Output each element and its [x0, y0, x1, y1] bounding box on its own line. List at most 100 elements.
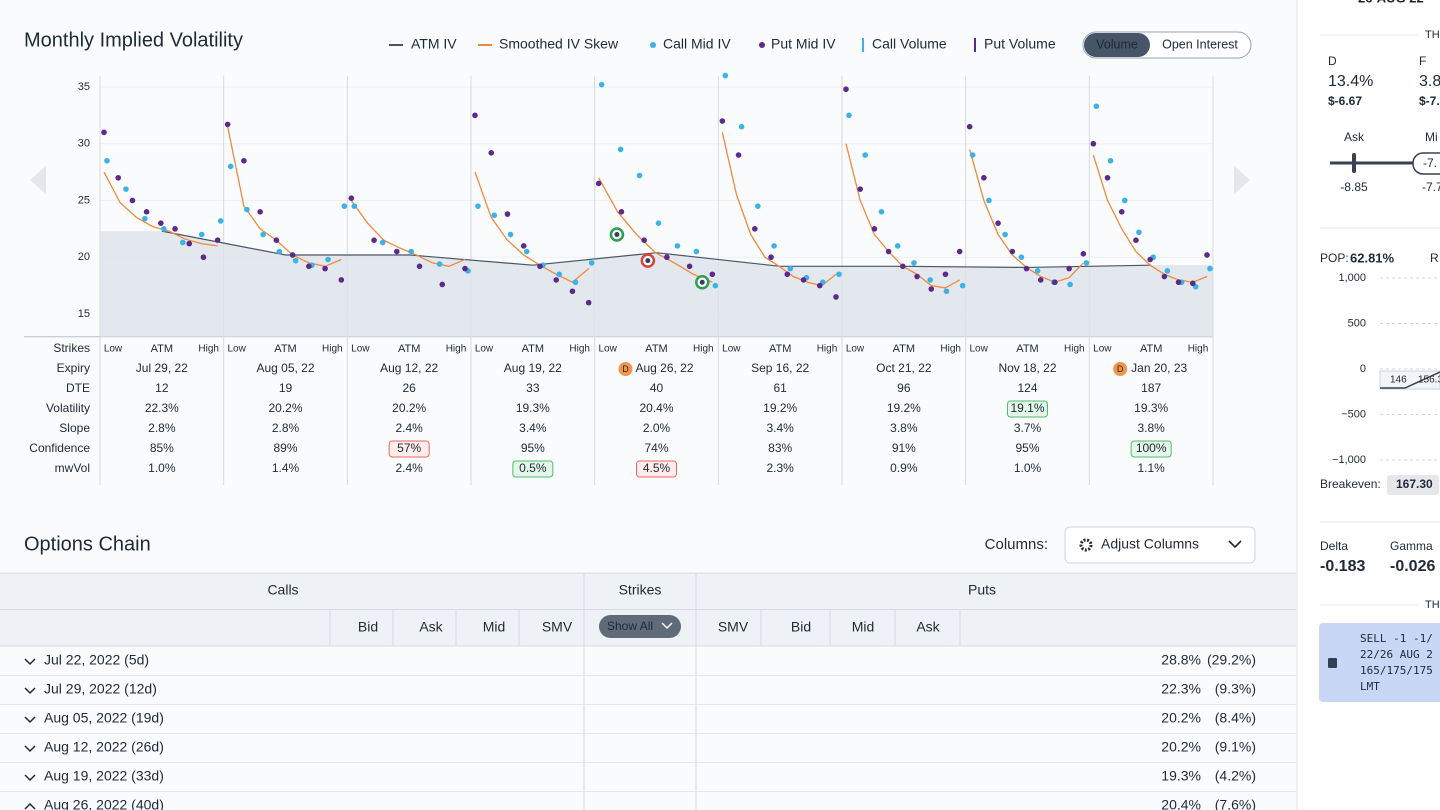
- put-iv-dot: [394, 248, 400, 255]
- call-iv-dot: [1093, 103, 1100, 110]
- put-iv-dot: [537, 263, 543, 270]
- put-iv-dot: [1133, 237, 1139, 244]
- call-iv-dot: [693, 248, 700, 255]
- call-iv-dot: [1107, 157, 1114, 164]
- call-iv-dot: [123, 186, 129, 192]
- dividend-badge-label: D: [1117, 364, 1124, 374]
- call-iv-dot: [161, 226, 167, 232]
- strike-label: Low: [969, 344, 988, 355]
- expiry-label: Oct 21, 22: [876, 361, 932, 375]
- chain-row[interactable]: [0, 763, 1296, 792]
- put-iv-dot: [585, 299, 592, 306]
- leg-letter: F: [1419, 54, 1426, 68]
- strike-label: High: [1188, 344, 1209, 355]
- pnl-curve-box: [1379, 370, 1440, 390]
- legend-swatch: [650, 42, 656, 48]
- put-header: Ask: [916, 619, 940, 635]
- put-iv-dot: [439, 281, 446, 288]
- skew-line: [474, 171, 590, 283]
- put-iv-dot: [520, 243, 527, 249]
- pnl-tick-label: 500: [1348, 317, 1366, 329]
- strike-label: Low: [722, 344, 741, 355]
- call-iv-dot: [722, 72, 729, 79]
- call-iv-dot: [598, 81, 605, 88]
- put-header: Bid: [791, 619, 811, 635]
- order-box[interactable]: [1319, 623, 1440, 702]
- copy-icon[interactable]: [1328, 658, 1337, 668]
- slider-thumb[interactable]: [1352, 153, 1356, 173]
- cell-highlight: [512, 460, 554, 478]
- put-iv-dot: [1175, 279, 1182, 286]
- table-cell: 12: [155, 381, 169, 395]
- table-cell: 187: [1141, 381, 1161, 395]
- legend-label: Call Mid IV: [663, 36, 731, 52]
- mid-label: Mi: [1425, 130, 1438, 144]
- ask-value: -8.85: [1340, 180, 1368, 194]
- expiry-row-label: Jul 29, 2022 (12d): [44, 681, 157, 697]
- skew-line: [721, 132, 837, 287]
- call-iv-dot: [341, 203, 348, 209]
- call-iv-dot: [755, 203, 761, 209]
- call-iv-dot: [1002, 231, 1008, 238]
- put-iv-dot: [371, 237, 377, 244]
- put-iv-dot: [800, 277, 807, 283]
- put-iv-dot: [273, 237, 280, 244]
- call-iv-dot: [227, 163, 234, 170]
- put-iv-dot: [956, 248, 963, 255]
- put-iv-dot: [981, 174, 987, 181]
- leg-pct: 13.4%: [1328, 73, 1373, 90]
- call-iv-dot: [927, 277, 933, 283]
- legend-label: Put Mid IV: [771, 36, 836, 52]
- nav-arrow-left[interactable]: [30, 166, 46, 194]
- mid-box[interactable]: [1412, 152, 1440, 175]
- strike-label: High: [940, 344, 961, 355]
- breakeven-label: Breakeven:: [1320, 477, 1381, 491]
- table-cell: 95%: [521, 441, 545, 455]
- group-header: Puts: [968, 582, 996, 598]
- call-iv-dot: [351, 203, 358, 209]
- strike-label: 156.3: [1418, 375, 1440, 386]
- dividend-badge-label: D: [622, 364, 629, 374]
- call-iv-dot: [617, 146, 624, 153]
- expiry-label: Nov 18, 22: [998, 361, 1056, 375]
- call-iv-dot: [523, 248, 530, 255]
- show-all-button[interactable]: [599, 615, 681, 638]
- table-cell: 95%: [1015, 441, 1039, 455]
- table-cell: 2.4%: [395, 421, 423, 435]
- strike-label: ATM: [1140, 343, 1162, 355]
- call-header: Ask: [419, 619, 443, 635]
- table-cell: 19: [279, 381, 293, 395]
- r-label: R: [1430, 251, 1439, 265]
- put-iv-dot: [1189, 280, 1196, 287]
- call-iv-dot: [1067, 281, 1073, 288]
- put-iv-dot: [504, 211, 511, 217]
- chain-row[interactable]: [0, 705, 1296, 734]
- chain-row[interactable]: [0, 734, 1296, 763]
- row-change: (8.4%): [1215, 710, 1256, 726]
- table-cell: 19.2%: [763, 401, 797, 415]
- table-cell: 20.2%: [392, 401, 426, 415]
- expiry-row-label: Jul 22, 2022 (5d): [44, 652, 149, 668]
- chain-row[interactable]: [0, 647, 1296, 676]
- strike-label: ATM: [274, 343, 296, 355]
- chain-row[interactable]: [0, 792, 1296, 810]
- put-iv-dot: [735, 152, 742, 158]
- call-header: Mid: [483, 619, 506, 635]
- breakeven-box: [1387, 475, 1439, 495]
- row-change: (9.1%): [1215, 739, 1256, 755]
- table-cell: 19.3%: [1134, 401, 1168, 415]
- put-iv-dot: [1052, 279, 1058, 286]
- toggle-active[interactable]: [1084, 33, 1150, 57]
- call-iv-dot: [986, 197, 992, 204]
- table-cell: 1.1%: [1137, 461, 1165, 475]
- adjust-columns-button[interactable]: [1064, 526, 1256, 564]
- strike-label: High: [198, 344, 219, 355]
- call-iv-dot: [325, 256, 331, 263]
- put-iv-dot: [914, 273, 920, 280]
- strike-label: ATM: [769, 343, 791, 355]
- call-iv-dot: [1136, 229, 1142, 236]
- nav-arrow-right[interactable]: [1234, 166, 1250, 194]
- strike-label: ATM: [151, 343, 173, 355]
- chain-row[interactable]: [0, 676, 1296, 705]
- skew-line: [969, 149, 1084, 283]
